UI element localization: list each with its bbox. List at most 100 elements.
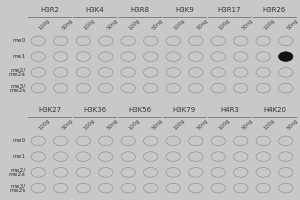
Ellipse shape: [31, 52, 46, 61]
Ellipse shape: [53, 36, 68, 46]
Text: 100g: 100g: [173, 118, 186, 131]
Ellipse shape: [144, 168, 158, 177]
Text: 50ng: 50ng: [241, 18, 254, 31]
Ellipse shape: [53, 83, 68, 93]
Ellipse shape: [144, 52, 158, 61]
Text: H3K79: H3K79: [173, 107, 196, 113]
Text: 100g: 100g: [173, 18, 186, 31]
Ellipse shape: [98, 52, 113, 61]
Ellipse shape: [279, 68, 293, 77]
Ellipse shape: [98, 136, 113, 146]
Text: H4R3: H4R3: [220, 107, 239, 113]
Ellipse shape: [98, 152, 113, 161]
Ellipse shape: [76, 152, 91, 161]
Ellipse shape: [98, 68, 113, 77]
Ellipse shape: [211, 183, 226, 193]
Ellipse shape: [166, 168, 181, 177]
Ellipse shape: [144, 136, 158, 146]
Text: me1: me1: [13, 54, 26, 59]
Ellipse shape: [121, 83, 136, 93]
Ellipse shape: [189, 68, 203, 77]
Ellipse shape: [279, 83, 293, 93]
Ellipse shape: [144, 183, 158, 193]
Ellipse shape: [166, 68, 181, 77]
Text: me2/
me2a: me2/ me2a: [9, 68, 26, 77]
Ellipse shape: [211, 136, 226, 146]
Text: 50ng: 50ng: [151, 18, 164, 31]
Ellipse shape: [98, 36, 113, 46]
Text: 100g: 100g: [128, 118, 141, 131]
Ellipse shape: [234, 168, 248, 177]
Ellipse shape: [279, 52, 293, 61]
Ellipse shape: [189, 168, 203, 177]
Ellipse shape: [234, 83, 248, 93]
Text: H3R26: H3R26: [263, 7, 286, 13]
Ellipse shape: [31, 183, 46, 193]
Ellipse shape: [234, 52, 248, 61]
Ellipse shape: [31, 36, 46, 46]
Ellipse shape: [279, 152, 293, 161]
Ellipse shape: [189, 83, 203, 93]
Ellipse shape: [256, 52, 271, 61]
Ellipse shape: [189, 183, 203, 193]
Text: me0: me0: [12, 138, 26, 143]
Ellipse shape: [31, 83, 46, 93]
Ellipse shape: [76, 83, 91, 93]
Text: 100g: 100g: [38, 118, 51, 131]
Ellipse shape: [76, 52, 91, 61]
Ellipse shape: [279, 183, 293, 193]
Text: me3/
me2s: me3/ me2s: [9, 183, 26, 193]
Text: me0: me0: [12, 38, 26, 43]
Ellipse shape: [53, 152, 68, 161]
Ellipse shape: [189, 36, 203, 46]
Ellipse shape: [53, 183, 68, 193]
Ellipse shape: [144, 68, 158, 77]
Ellipse shape: [144, 36, 158, 46]
Ellipse shape: [121, 183, 136, 193]
Ellipse shape: [189, 136, 203, 146]
Text: H4K20: H4K20: [263, 107, 286, 113]
Ellipse shape: [256, 36, 271, 46]
Ellipse shape: [166, 152, 181, 161]
Ellipse shape: [256, 183, 271, 193]
Ellipse shape: [256, 136, 271, 146]
Ellipse shape: [31, 68, 46, 77]
Text: H3R2: H3R2: [40, 7, 59, 13]
Ellipse shape: [234, 136, 248, 146]
Ellipse shape: [166, 52, 181, 61]
Ellipse shape: [121, 136, 136, 146]
Text: H3K27: H3K27: [38, 107, 61, 113]
Text: H3K4: H3K4: [85, 7, 104, 13]
Text: 50ng: 50ng: [241, 118, 254, 131]
Ellipse shape: [31, 152, 46, 161]
Text: 50ng: 50ng: [106, 118, 119, 131]
Text: H3K36: H3K36: [83, 107, 106, 113]
Ellipse shape: [121, 36, 136, 46]
Ellipse shape: [76, 183, 91, 193]
Text: 50ng: 50ng: [61, 118, 74, 131]
Text: 100g: 100g: [83, 18, 96, 31]
Ellipse shape: [279, 136, 293, 146]
Ellipse shape: [121, 168, 136, 177]
Ellipse shape: [189, 152, 203, 161]
Text: 100g: 100g: [263, 118, 276, 131]
Ellipse shape: [166, 183, 181, 193]
Ellipse shape: [256, 83, 271, 93]
Ellipse shape: [279, 168, 293, 177]
Ellipse shape: [144, 152, 158, 161]
Text: H3K56: H3K56: [128, 107, 151, 113]
Ellipse shape: [166, 83, 181, 93]
Ellipse shape: [256, 168, 271, 177]
Text: 50ng: 50ng: [61, 18, 74, 31]
Ellipse shape: [76, 36, 91, 46]
Ellipse shape: [53, 68, 68, 77]
Ellipse shape: [98, 183, 113, 193]
Ellipse shape: [211, 36, 226, 46]
Ellipse shape: [211, 52, 226, 61]
Text: 100g: 100g: [83, 118, 96, 131]
Text: 100g: 100g: [218, 118, 231, 131]
Ellipse shape: [166, 36, 181, 46]
Ellipse shape: [211, 68, 226, 77]
Ellipse shape: [256, 68, 271, 77]
Ellipse shape: [234, 36, 248, 46]
